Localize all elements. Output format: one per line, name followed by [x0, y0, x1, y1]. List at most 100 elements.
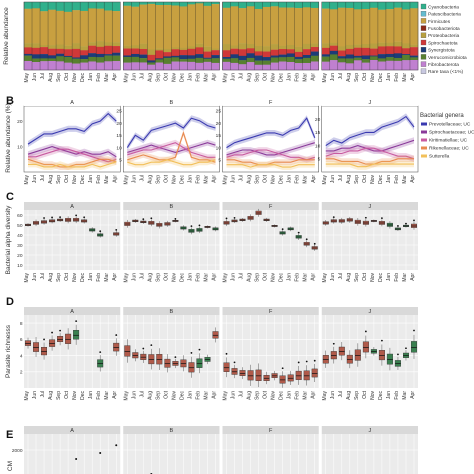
stack-bar-segment — [345, 48, 355, 55]
stack-bar-segment — [409, 59, 419, 71]
stack-bar-segment — [179, 6, 188, 49]
y-tick-label: 15 — [315, 130, 321, 136]
x-tick-label: Oct — [64, 174, 70, 182]
outlier-point — [405, 222, 407, 225]
facet-strip — [123, 307, 220, 315]
stack-bar-segment — [171, 2, 180, 6]
stack-bar-segment — [171, 47, 180, 50]
box-rect — [148, 354, 155, 365]
x-tick-label: Mar — [303, 391, 309, 400]
stack-bar-segment — [262, 6, 271, 47]
legend-label: Spirochaetota — [428, 40, 458, 46]
stack-bar-segment — [302, 43, 312, 50]
stack-bar-segment — [337, 2, 347, 8]
legend-label: Cyanobacteria — [428, 4, 459, 10]
legend-swatch — [421, 154, 427, 158]
x-tick-label: Feb — [295, 273, 301, 282]
stack-bar-segment — [270, 49, 279, 56]
panel-c-ylabel: Bacterial alpha diversity — [5, 205, 12, 274]
stack-bar-segment — [147, 64, 156, 71]
stack-bar-segment — [385, 53, 395, 58]
stack-bar-segment — [195, 62, 204, 71]
stack-bar-segment — [147, 2, 156, 5]
x-tick-label: Apr — [410, 391, 416, 399]
stack-bar-segment — [329, 60, 339, 71]
x-tick-label: Dec — [179, 73, 185, 82]
stack-bar-segment — [385, 42, 395, 47]
stack-bar-segment — [171, 57, 180, 62]
x-tick-label: Dec — [279, 273, 285, 282]
x-tick-label: Oct — [362, 174, 368, 182]
stack-bar-segment — [222, 7, 231, 45]
stack-bar-segment — [345, 58, 355, 64]
x-tick-label: Apr — [112, 175, 118, 183]
x-tick-label: Nov — [271, 273, 277, 282]
box-rect — [322, 355, 329, 364]
stack-bar-segment — [294, 56, 304, 60]
x-tick-label: May — [223, 175, 229, 185]
y-tick-label: 25 — [116, 109, 122, 115]
x-tick-label: Sep — [255, 391, 261, 400]
stack-bar-segment — [262, 2, 271, 8]
x-tick-label: Aug — [147, 73, 153, 82]
x-tick-label: Nov — [171, 73, 177, 82]
outlier-point — [281, 367, 284, 370]
stack-bar-segment — [310, 61, 320, 71]
facet-panel — [321, 210, 418, 270]
legend-swatch — [421, 122, 427, 126]
stack-bar-segment — [72, 48, 81, 58]
stack-bar-segment — [329, 50, 339, 55]
x-tick-label: Apr — [311, 175, 317, 183]
x-tick-label: Aug — [48, 391, 54, 400]
x-tick-label: Jul — [40, 273, 46, 279]
series-line — [127, 131, 216, 163]
facet-panel — [222, 210, 319, 270]
scatter-point — [115, 444, 118, 447]
x-tick-label: Sep — [354, 73, 360, 82]
stack-bar-segment — [179, 61, 188, 71]
x-tick-label: Feb — [394, 73, 400, 82]
x-tick-label: Nov — [72, 175, 78, 184]
x-tick-label: Jul — [338, 273, 344, 279]
stack-bar-segment — [211, 55, 220, 59]
outlier-point — [142, 347, 145, 350]
stack-bar-segment — [147, 49, 156, 56]
x-tick-label: Jan — [88, 391, 94, 399]
facet-strip — [222, 426, 319, 434]
stack-bar-segment — [195, 47, 204, 55]
x-tick-label: Mar — [303, 175, 309, 184]
stack-bar-segment — [385, 46, 395, 55]
stack-bar-segment — [353, 47, 363, 57]
stack-bar-segment — [163, 2, 172, 6]
stack-bar-segment — [96, 8, 105, 42]
stack-bar-segment — [230, 54, 239, 59]
box-rect — [223, 362, 230, 372]
x-tick-label: May — [123, 273, 129, 283]
stack-bar-segment — [369, 56, 379, 61]
stack-bar-segment — [155, 58, 164, 60]
stack-bar-segment — [88, 2, 97, 9]
stack-bar-segment — [72, 63, 81, 71]
outlier-point — [413, 219, 415, 222]
x-tick-label: Jun — [231, 175, 237, 183]
stack-bar-segment — [321, 56, 331, 62]
stack-bar-segment — [195, 2, 204, 4]
y-tick-label: 5 — [318, 157, 321, 163]
box-rect — [156, 354, 163, 365]
x-tick-label: Mar — [203, 273, 209, 282]
x-tick-label: Aug — [247, 391, 253, 400]
stack-bar-segment — [48, 9, 57, 46]
stack-bar-segment — [302, 57, 312, 64]
box-rect — [303, 370, 310, 381]
legend-label: Rikenellaceae; UC — [429, 146, 469, 152]
stack-bar-segment — [345, 63, 355, 71]
x-tick-label: Oct — [64, 72, 70, 80]
stack-bar-segment — [64, 45, 73, 50]
legend-label: Sutterella — [429, 154, 450, 160]
facet-label: F — [269, 100, 273, 106]
x-tick-label: Sep — [56, 175, 62, 184]
stack-bar-segment — [345, 7, 355, 46]
series-line — [127, 159, 216, 166]
outlier-point — [381, 217, 383, 219]
